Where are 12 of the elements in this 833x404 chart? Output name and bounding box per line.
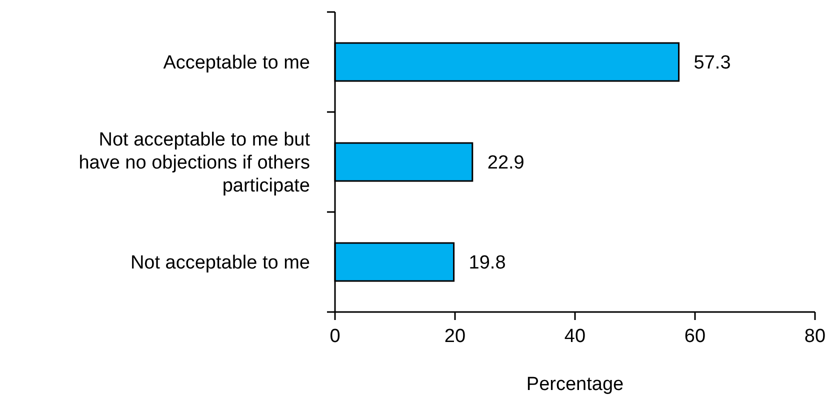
x-axis-title: Percentage (526, 374, 624, 395)
x-tick-label: 40 (564, 326, 586, 347)
data-label: 57.3 (694, 52, 731, 74)
x-tick-label: 80 (804, 326, 826, 347)
data-label: 22.9 (487, 152, 524, 174)
x-tick-label: 20 (444, 326, 466, 347)
data-label: 19.8 (468, 252, 506, 274)
x-tick-label: 0 (330, 326, 340, 347)
y-tick-label: Not acceptable to me but have no objections if others participate (78, 130, 311, 197)
y-tick-label: Acceptable to me (163, 52, 310, 74)
x-tick-label: 60 (684, 326, 706, 347)
y-tick-label: Not acceptable to me (130, 252, 310, 274)
